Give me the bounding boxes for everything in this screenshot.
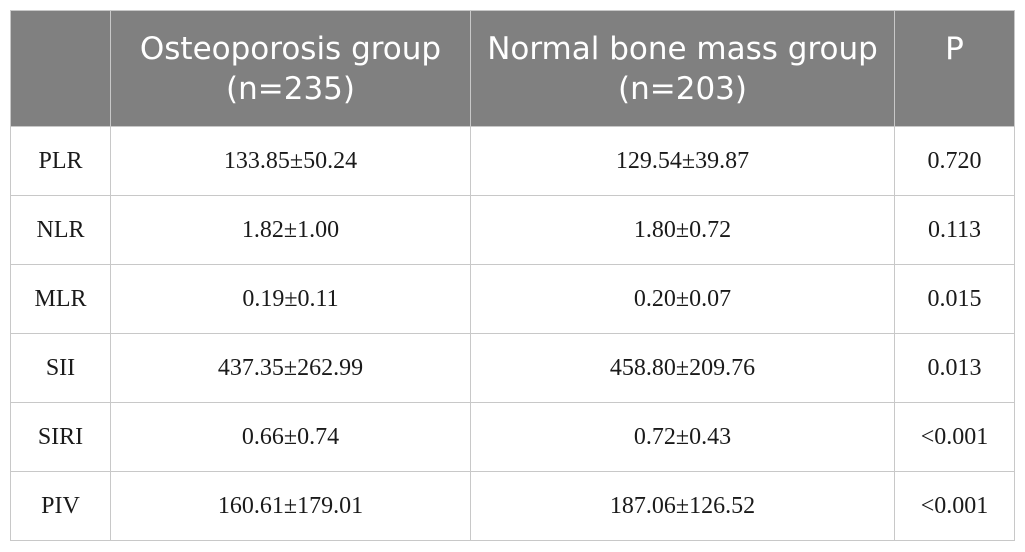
row-label: SII <box>10 333 111 403</box>
row-label: SIRI <box>10 402 111 472</box>
normal-value: 129.54±39.87 <box>470 126 895 196</box>
data-table-container: Osteoporosis group (n=235) Normal bone m… <box>10 10 1015 541</box>
row-label: NLR <box>10 195 111 265</box>
header-osteoporosis-group: Osteoporosis group (n=235) <box>110 10 471 127</box>
comparison-table: Osteoporosis group (n=235) Normal bone m… <box>10 10 1015 541</box>
row-label: PIV <box>10 471 111 541</box>
normal-value: 0.72±0.43 <box>470 402 895 472</box>
header-p-value: P <box>894 10 1015 127</box>
osteoporosis-value: 1.82±1.00 <box>110 195 471 265</box>
p-value: 0.113 <box>894 195 1015 265</box>
p-value: <0.001 <box>894 471 1015 541</box>
osteoporosis-value: 133.85±50.24 <box>110 126 471 196</box>
p-value: 0.720 <box>894 126 1015 196</box>
table-row: PIV 160.61±179.01 187.06±126.52 <0.001 <box>10 471 1015 541</box>
table-row: MLR 0.19±0.11 0.20±0.07 0.015 <box>10 264 1015 334</box>
header-blank <box>10 10 111 127</box>
normal-value: 187.06±126.52 <box>470 471 895 541</box>
row-label: PLR <box>10 126 111 196</box>
row-label: MLR <box>10 264 111 334</box>
p-value: <0.001 <box>894 402 1015 472</box>
normal-value: 1.80±0.72 <box>470 195 895 265</box>
table-row: SIRI 0.66±0.74 0.72±0.43 <0.001 <box>10 402 1015 472</box>
p-value: 0.013 <box>894 333 1015 403</box>
header-row: Osteoporosis group (n=235) Normal bone m… <box>10 10 1015 127</box>
table-row: SII 437.35±262.99 458.80±209.76 0.013 <box>10 333 1015 403</box>
osteoporosis-value: 160.61±179.01 <box>110 471 471 541</box>
osteoporosis-value: 0.19±0.11 <box>110 264 471 334</box>
table-row: PLR 133.85±50.24 129.54±39.87 0.720 <box>10 126 1015 196</box>
normal-value: 458.80±209.76 <box>470 333 895 403</box>
p-value: 0.015 <box>894 264 1015 334</box>
normal-value: 0.20±0.07 <box>470 264 895 334</box>
osteoporosis-value: 437.35±262.99 <box>110 333 471 403</box>
table-row: NLR 1.82±1.00 1.80±0.72 0.113 <box>10 195 1015 265</box>
header-normal-bone-mass-group: Normal bone mass group (n=203) <box>470 10 895 127</box>
osteoporosis-value: 0.66±0.74 <box>110 402 471 472</box>
